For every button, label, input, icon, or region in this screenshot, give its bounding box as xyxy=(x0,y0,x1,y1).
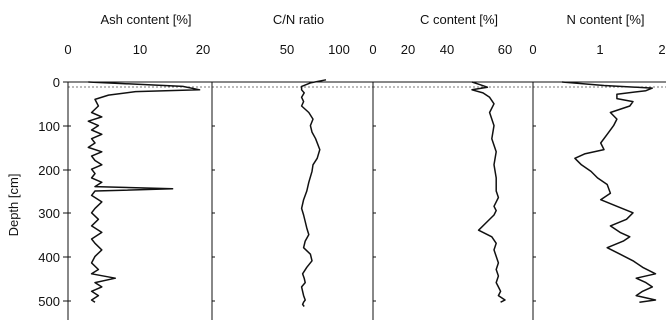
y-tick-label: 100 xyxy=(38,119,60,134)
x-tick-label: 100 xyxy=(328,42,350,57)
x-tick-label: 2 xyxy=(658,42,665,57)
y-tick-label: 300 xyxy=(38,206,60,221)
panel-title: C/N ratio xyxy=(273,12,324,27)
x-tick-label: 60 xyxy=(498,42,512,57)
x-tick-label: 50 xyxy=(280,42,294,57)
x-tick-label: 40 xyxy=(440,42,454,57)
x-tick-label: 10 xyxy=(133,42,147,57)
y-tick-label: 0 xyxy=(53,75,60,90)
y-tick-label: 200 xyxy=(38,163,60,178)
x-tick-label: 1 xyxy=(596,42,603,57)
panel-ash-content: Ash content [%] 0 10 20 xyxy=(64,12,212,320)
panel-n-content: N content [%] 0 1 2 xyxy=(529,12,666,320)
panel-cn-ratio: C/N ratio 50 100 xyxy=(211,12,373,320)
x-tick-label: 0 xyxy=(529,42,536,57)
x-tick-label: 0 xyxy=(369,42,376,57)
y-tick-label: 400 xyxy=(38,250,60,265)
panel-c-content: C content [%] 0 20 40 60 xyxy=(369,12,533,320)
panel-title: C content [%] xyxy=(420,12,498,27)
profile-line xyxy=(300,79,327,307)
panel-title: Ash content [%] xyxy=(100,12,191,27)
y-tick-label: 500 xyxy=(38,294,60,309)
profile-line xyxy=(471,81,506,303)
panel-title: N content [%] xyxy=(566,12,644,27)
profile-line xyxy=(561,81,657,303)
y-axis-label: Depth [cm] xyxy=(6,174,21,237)
profile-line xyxy=(87,81,201,303)
x-tick-label: 20 xyxy=(401,42,415,57)
x-tick-label: 20 xyxy=(196,42,210,57)
x-tick-label: 0 xyxy=(64,42,71,57)
